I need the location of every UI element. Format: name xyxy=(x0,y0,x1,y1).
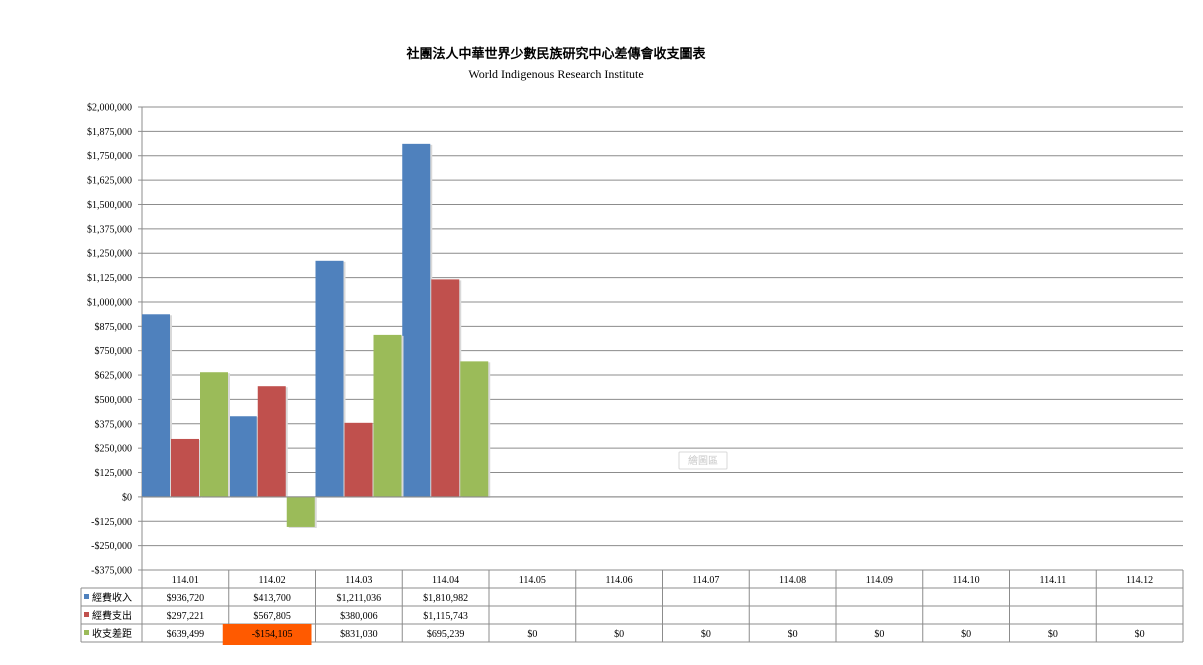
data-label: $0 xyxy=(527,629,537,640)
bar xyxy=(460,361,489,497)
y-tick-label: $375,000 xyxy=(95,419,133,430)
data-label: $0 xyxy=(874,629,884,640)
bar xyxy=(431,279,460,497)
category-label: 114.01 xyxy=(172,575,199,586)
category-label: 114.08 xyxy=(779,575,806,586)
legend-swatch xyxy=(84,630,89,635)
category-label: 114.10 xyxy=(953,575,980,586)
data-table: 114.01 114.02 114.03 114.04 114.05 114.06 114.… xyxy=(80,570,1184,645)
data-label: $1,810,982 xyxy=(423,593,468,604)
data-label: $0 xyxy=(961,629,971,640)
data-label: -$154,105 xyxy=(252,629,293,640)
bar xyxy=(142,314,170,497)
watermark-label: 繪圖區 xyxy=(688,454,718,467)
bar xyxy=(344,422,373,497)
bar xyxy=(402,143,431,497)
y-tick-label: $750,000 xyxy=(95,346,133,357)
data-label: $0 xyxy=(1135,629,1145,640)
y-tick-label: $0 xyxy=(122,492,132,503)
y-tick-label: $875,000 xyxy=(95,322,133,333)
category-label: 114.05 xyxy=(519,575,546,586)
legend-label: 經費支出 xyxy=(92,609,132,622)
bar xyxy=(228,416,257,497)
y-tick-label: $1,000,000 xyxy=(87,297,132,308)
y-tick-label: $500,000 xyxy=(95,395,133,406)
data-label: $0 xyxy=(788,629,798,640)
category-label: 114.06 xyxy=(606,575,633,586)
bar xyxy=(200,372,228,497)
category-label: 114.11 xyxy=(1039,575,1066,586)
plot-area-watermark: 繪圖區 xyxy=(678,451,728,470)
category-label: 114.04 xyxy=(432,575,459,586)
data-label: $0 xyxy=(1048,629,1058,640)
y-tick-label: $125,000 xyxy=(95,468,133,479)
highlight-cell xyxy=(222,624,312,645)
data-label: $831,030 xyxy=(340,629,378,640)
legend-swatch xyxy=(84,594,89,599)
y-tick-label: $1,375,000 xyxy=(87,224,132,235)
y-tick-label: $1,125,000 xyxy=(87,273,132,284)
chart-subtitle: World Indigenous Research Institute xyxy=(468,67,643,81)
chart-title: 社團法人中華世界少數民族研究中心差傳會收支圖表 xyxy=(405,46,706,62)
data-label: $639,499 xyxy=(167,629,205,640)
data-label: $567,805 xyxy=(253,611,291,622)
y-tick-label: $625,000 xyxy=(95,371,133,382)
bars xyxy=(142,143,1183,528)
data-label: $936,720 xyxy=(167,593,205,604)
y-tick-label: $1,500,000 xyxy=(87,200,132,211)
data-label: $0 xyxy=(701,629,711,640)
category-label: 114.12 xyxy=(1126,575,1153,586)
data-label: $695,239 xyxy=(427,629,465,640)
category-label: 114.09 xyxy=(866,575,893,586)
category-label: 114.07 xyxy=(692,575,719,586)
data-label: $1,211,036 xyxy=(337,593,382,604)
legend-label: 經費收入 xyxy=(92,591,132,604)
category-label: 114.03 xyxy=(345,575,372,586)
data-label: $1,115,743 xyxy=(423,611,468,622)
y-tick-label: $1,250,000 xyxy=(87,249,132,260)
y-tick-label: $1,625,000 xyxy=(87,176,132,187)
bar xyxy=(286,496,315,527)
y-tick-label: $1,875,000 xyxy=(87,127,132,138)
y-tick-label: $1,750,000 xyxy=(87,151,132,162)
category-label: 114.02 xyxy=(259,575,286,586)
data-label: $413,700 xyxy=(253,593,291,604)
data-label: $0 xyxy=(614,629,624,640)
legend-swatch xyxy=(84,612,89,617)
bar xyxy=(373,334,402,497)
y-tick-label: -$125,000 xyxy=(91,517,132,528)
y-axis: $2,000,000 $1,875,000 $1,750,000 $1,625,000… xyxy=(87,103,143,577)
bar xyxy=(315,260,344,497)
y-tick-label: -$250,000 xyxy=(91,541,132,552)
bar xyxy=(171,438,199,497)
y-tick-label: $250,000 xyxy=(95,444,133,455)
data-label: $380,006 xyxy=(340,611,378,622)
data-label: $297,221 xyxy=(167,611,205,622)
y-tick-label: $2,000,000 xyxy=(87,103,132,114)
legend-label: 收支差距 xyxy=(92,627,132,640)
y-tick-label: -$375,000 xyxy=(91,566,132,577)
bar xyxy=(257,386,286,497)
